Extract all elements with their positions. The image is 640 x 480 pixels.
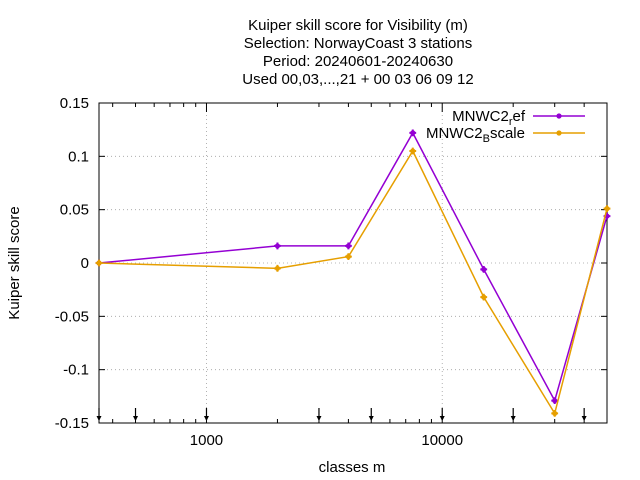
legend-swatch-point	[556, 113, 562, 119]
class-marker-arrow	[133, 408, 139, 421]
y-tick-label: -0.1	[63, 362, 89, 379]
data-point-dot	[345, 243, 352, 249]
series-line	[98, 131, 608, 403]
legend-swatch-point	[556, 130, 562, 136]
data-point-dot	[481, 266, 487, 272]
title-line: Used 00,03,...,21 + 00 03 06 09 12	[242, 71, 473, 88]
class-marker-arrow	[510, 408, 516, 421]
series	[95, 129, 611, 417]
class-marker-head	[133, 416, 139, 421]
y-tick-label: 0.1	[68, 148, 89, 165]
x-tick-label: 10000	[421, 432, 463, 449]
y-tick-label: 0.15	[60, 95, 89, 112]
chart-title: Kuiper skill score for Visibility (m)Sel…	[242, 17, 473, 88]
class-marker-head	[439, 416, 445, 421]
data-point-dot	[410, 130, 416, 136]
class-marker-arrow	[368, 408, 374, 421]
y-axis-label: Kuiper skill score	[6, 206, 23, 319]
data-point-dot	[481, 294, 487, 300]
y-axis: -0.15 -0.1 -0.05 0 0.05 0.1 0.15	[55, 95, 607, 432]
data-point-dot	[274, 265, 281, 271]
class-marker-head	[316, 416, 322, 421]
legend-label: MNWC2ref	[452, 108, 526, 128]
title-line: Period: 20240601-20240630	[263, 53, 453, 70]
data-point-dot	[96, 260, 102, 266]
series-1	[95, 147, 611, 417]
x-axis: 1000 10000	[112, 103, 608, 449]
class-marker-head	[581, 416, 587, 421]
class-marker-arrow	[439, 408, 445, 421]
data-point-dot	[274, 243, 281, 249]
class-markers	[96, 408, 587, 421]
y-tick-label: 0.05	[60, 202, 89, 219]
legend-entry: MNWC2Bscale	[426, 125, 585, 145]
legend-label: MNWC2Bscale	[426, 125, 525, 145]
class-marker-head	[203, 416, 209, 421]
title-line: Selection: NorwayCoast 3 stations	[244, 35, 472, 52]
title-line: Kuiper skill score for Visibility (m)	[248, 17, 468, 34]
grid	[99, 103, 607, 423]
series-line	[98, 149, 608, 416]
class-marker-arrow	[96, 408, 102, 421]
data-point-dot	[345, 254, 352, 260]
series-0	[95, 129, 611, 404]
data-point-dot	[552, 398, 558, 404]
data-point-dot	[552, 410, 558, 416]
y-tick-label: 0	[81, 255, 89, 272]
legend-entry: MNWC2ref	[452, 108, 585, 128]
data-point-dot	[604, 206, 610, 212]
class-marker-head	[510, 416, 516, 421]
class-marker-head	[96, 416, 102, 421]
data-point-dot	[410, 148, 416, 154]
class-marker-arrow	[203, 408, 209, 421]
class-marker-arrow	[316, 408, 322, 421]
y-tick-label: -0.05	[55, 308, 89, 325]
x-tick-label: 1000	[190, 432, 223, 449]
y-tick-label: -0.15	[55, 415, 89, 432]
class-marker-arrow	[581, 408, 587, 421]
class-marker-head	[368, 416, 374, 421]
x-axis-label: classes m	[319, 459, 386, 476]
